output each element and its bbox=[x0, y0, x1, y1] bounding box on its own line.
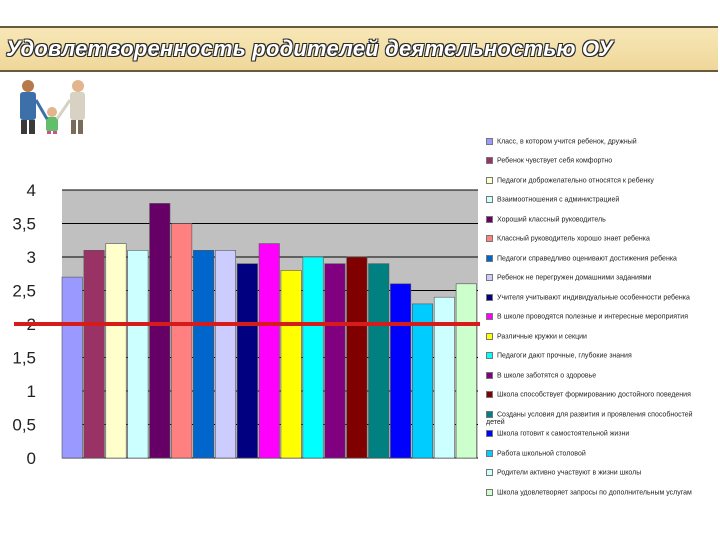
y-tick-label: 0 bbox=[27, 449, 36, 468]
legend-swatch bbox=[486, 215, 493, 223]
legend-label: В школе заботятся о здоровье bbox=[497, 372, 597, 380]
legend-item: Ребенок не перегружен домашними заданиям… bbox=[486, 274, 704, 282]
legend-label: Взаимоотношения с администрацией bbox=[497, 196, 620, 204]
legend-swatch bbox=[486, 157, 493, 165]
bar bbox=[390, 283, 412, 459]
legend-swatch bbox=[486, 274, 493, 282]
legend-item: Школа готовит к самостоятельной жизни bbox=[486, 430, 704, 438]
legend-swatch bbox=[486, 488, 493, 496]
legend-swatch bbox=[486, 254, 493, 262]
legend-swatch bbox=[486, 138, 493, 145]
bar bbox=[302, 256, 324, 459]
y-tick-label: 2,5 bbox=[12, 282, 36, 301]
legend-label: Различные кружки и секции bbox=[497, 333, 587, 341]
legend-item: В школе заботятся о здоровье bbox=[486, 371, 704, 380]
legend-swatch bbox=[486, 332, 493, 340]
bar bbox=[171, 223, 193, 459]
bar bbox=[258, 243, 280, 459]
bar bbox=[193, 250, 215, 459]
legend-item: Педагоги справедливо оценивают достижени… bbox=[486, 254, 704, 263]
title-banner: Удовлетворенность родителей деятельность… bbox=[0, 26, 718, 72]
y-tick-label: 3 bbox=[27, 248, 36, 267]
bar bbox=[280, 270, 302, 459]
legend-item: Школа удовлетворяет запросы по дополните… bbox=[486, 488, 704, 497]
bar bbox=[214, 250, 236, 459]
legend-label: Работа школьной столовой bbox=[497, 449, 586, 457]
legend-swatch bbox=[486, 371, 493, 379]
bar bbox=[149, 203, 171, 459]
y-tick-label: 1,5 bbox=[12, 349, 36, 368]
legend-label: Класс, в котором учится ребенок, дружный bbox=[497, 138, 637, 146]
legend-item: Работа школьной столовой bbox=[486, 449, 704, 458]
legend-label: Ребенок не перегружен домашними заданиям… bbox=[497, 274, 652, 282]
legend-swatch bbox=[486, 469, 493, 477]
y-tick-label: 0,5 bbox=[12, 416, 36, 435]
legend-item: Педагоги дают прочные, глубокие знания bbox=[486, 352, 704, 360]
legend-swatch bbox=[486, 313, 493, 321]
legend-label: Ребенок чувствует себя комфортно bbox=[497, 157, 613, 165]
legend-label: Педагоги справедливо оценивают достижени… bbox=[497, 255, 677, 263]
legend-swatch bbox=[486, 293, 493, 301]
bar bbox=[368, 263, 390, 459]
bar bbox=[105, 243, 127, 459]
legend-label: Школа удовлетворяет запросы по дополните… bbox=[497, 488, 692, 496]
legend-item: Созданы условия для развития и проявлени… bbox=[486, 410, 704, 427]
bar bbox=[433, 296, 455, 459]
bar bbox=[61, 276, 83, 459]
legend-item: Учителя учитывают индивидуальные особенн… bbox=[486, 293, 704, 302]
y-tick-label: 4 bbox=[27, 181, 36, 200]
legend-item: Педагоги доброжелательно относятся к реб… bbox=[486, 176, 704, 185]
legend-item: Ребенок чувствует себя комфортно bbox=[486, 157, 704, 165]
legend-label: Родители активно участвуют в жизни школы bbox=[497, 469, 642, 477]
legend-label: Педагоги дают прочные, глубокие знания bbox=[497, 352, 632, 360]
legend-item: Классный руководитель хорошо знает ребен… bbox=[486, 235, 704, 243]
legend-label: Школа способствует формированию достойно… bbox=[497, 391, 691, 399]
legend-swatch bbox=[486, 196, 493, 204]
bar bbox=[346, 256, 368, 459]
legend-swatch bbox=[486, 391, 493, 399]
legend-item: Школа способствует формированию достойно… bbox=[486, 391, 704, 399]
bar bbox=[324, 263, 346, 459]
legend-item: Хороший классный руководитель bbox=[486, 215, 704, 224]
legend-item: Родители активно участвуют в жизни школы bbox=[486, 469, 704, 477]
legend-label: Созданы условия для развития и проявлени… bbox=[486, 410, 693, 426]
bar bbox=[127, 250, 149, 459]
legend-swatch bbox=[486, 352, 493, 360]
y-tick-label: 3,5 bbox=[12, 215, 36, 234]
family-clipart bbox=[20, 80, 85, 145]
legend-swatch bbox=[486, 430, 493, 438]
legend-label: Школа готовит к самостоятельной жизни bbox=[497, 430, 630, 438]
legend-swatch bbox=[486, 449, 493, 457]
bar bbox=[236, 263, 258, 459]
legend-swatch bbox=[486, 410, 493, 418]
bar bbox=[412, 303, 434, 459]
legend-label: В школе проводятся полезные и интересные… bbox=[497, 313, 688, 321]
legend-item: Различные кружки и секции bbox=[486, 332, 704, 341]
legend-swatch bbox=[486, 176, 493, 184]
legend-label: Классный руководитель хорошо знает ребен… bbox=[497, 235, 650, 243]
bar bbox=[83, 250, 105, 459]
legend-item: В школе проводятся полезные и интересные… bbox=[486, 313, 704, 321]
y-tick-label: 1 bbox=[27, 382, 36, 401]
chart-legend: Класс, в котором учится ребенок, дружный… bbox=[480, 134, 710, 512]
legend-label: Педагоги доброжелательно относятся к реб… bbox=[497, 177, 654, 185]
slide-title: Удовлетворенность родителей деятельность… bbox=[6, 36, 614, 61]
legend-swatch bbox=[486, 235, 493, 243]
bar bbox=[455, 283, 477, 459]
legend-label: Учителя учитывают индивидуальные особенн… bbox=[497, 294, 690, 302]
legend-label: Хороший классный руководитель bbox=[497, 216, 606, 224]
legend-item: Взаимоотношения с администрацией bbox=[486, 196, 704, 204]
legend-item: Класс, в котором учится ребенок, дружный bbox=[486, 138, 704, 146]
